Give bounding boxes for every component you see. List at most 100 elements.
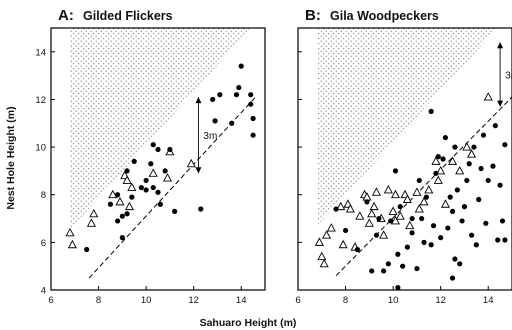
data-point-circle — [155, 189, 161, 195]
x-tick-label: 14 — [236, 295, 247, 306]
annotation-arrowhead-up — [497, 42, 504, 49]
y-tick-label: 6 — [41, 238, 46, 249]
data-point-triangle — [436, 165, 446, 175]
data-point-circle — [373, 232, 380, 238]
data-point-circle — [248, 92, 254, 98]
annotation-arrowhead-up — [195, 97, 202, 104]
data-point-circle — [119, 213, 125, 219]
data-point-triangle — [402, 194, 412, 203]
data-point-circle — [423, 194, 429, 200]
data-point-circle — [150, 184, 156, 191]
data-point-circle — [157, 201, 163, 207]
data-point-circle — [428, 108, 434, 114]
data-point-circle — [217, 92, 223, 98]
data-point-circle — [150, 142, 156, 148]
data-point-circle — [131, 158, 137, 164]
data-point-triangle — [355, 211, 365, 220]
data-point-circle — [478, 165, 484, 172]
panel-b-title: Gila Woodpeckers — [330, 9, 439, 23]
data-point-triangle — [314, 237, 324, 246]
data-point-circle — [233, 92, 240, 98]
data-point-circle — [238, 63, 244, 69]
x-tick-label: 8 — [343, 295, 348, 306]
data-point-circle — [364, 199, 370, 205]
data-point-triangle — [467, 149, 477, 158]
data-point-triangle — [405, 220, 415, 230]
data-point-circle — [492, 123, 498, 129]
data-point-circle — [438, 235, 444, 241]
data-point-triangle — [371, 187, 382, 196]
x-tick-label: 8 — [96, 295, 101, 306]
data-point-circle — [480, 132, 487, 138]
data-point-triangle — [440, 199, 450, 208]
y-tick-label: 10 — [35, 143, 46, 154]
data-point-circle — [502, 142, 508, 148]
data-point-triangle — [124, 201, 135, 211]
data-point-circle — [464, 177, 470, 184]
data-point-circle — [148, 161, 154, 167]
data-point-circle — [409, 215, 415, 222]
data-point-triangle — [364, 218, 374, 227]
data-point-circle — [428, 242, 434, 248]
reference-line — [335, 96, 512, 277]
data-point-circle — [236, 84, 242, 91]
panel-a-letter: A: — [58, 7, 74, 24]
data-point-circle — [461, 204, 468, 210]
reference-line — [88, 96, 256, 279]
annotation-arrowhead-down — [497, 100, 504, 107]
y-tick-label: 14 — [35, 47, 46, 58]
data-point-circle — [124, 211, 130, 217]
data-point-circle — [119, 235, 125, 241]
data-point-circle — [250, 115, 256, 122]
data-point-circle — [143, 187, 149, 193]
data-point-circle — [229, 120, 235, 126]
data-point-circle — [435, 154, 441, 160]
data-point-triangle — [65, 227, 75, 237]
data-point-circle — [454, 187, 460, 193]
plot-frame — [297, 27, 512, 291]
data-point-circle — [198, 206, 204, 212]
data-point-circle — [250, 132, 256, 138]
panel-a-title: Gilded Flickers — [83, 9, 173, 23]
data-point-circle — [354, 246, 361, 253]
data-point-triangle — [127, 182, 137, 192]
panel-gila-woodpeckers: B: Gila Woodpeckers 6 8 10 12 14 3m — [295, 7, 512, 306]
data-point-triangle — [89, 208, 99, 218]
data-point-triangle — [319, 258, 329, 268]
annotation-3m-label: 3m — [203, 131, 217, 142]
y-tick-label: 4 — [41, 286, 46, 297]
annotation-arrowhead-down — [195, 167, 202, 174]
data-point-triangle — [367, 208, 377, 218]
data-point-triangle — [338, 239, 348, 249]
plot-frame — [50, 27, 266, 291]
data-point-circle — [107, 201, 114, 207]
data-point-circle — [400, 263, 406, 269]
data-point-triangle — [390, 189, 401, 199]
data-point-triangle — [419, 196, 429, 206]
data-point-triangle — [148, 168, 158, 177]
data-point-circle — [421, 239, 427, 245]
x-tick-label: 6 — [295, 295, 300, 306]
data-point-triangle — [431, 156, 441, 165]
data-point-triangle — [379, 230, 389, 239]
data-point-circle — [124, 168, 130, 174]
data-point-circle — [471, 144, 477, 150]
data-point-triangle — [447, 156, 458, 165]
data-point-triangle — [390, 215, 401, 225]
data-point-triangle — [414, 204, 424, 213]
data-point-triangle — [321, 230, 332, 239]
data-point-circle — [490, 163, 496, 169]
data-point-circle — [129, 194, 135, 200]
data-point-triangle — [388, 206, 398, 215]
data-point-circle — [442, 134, 449, 141]
x-tick-label: 10 — [141, 295, 152, 306]
data-point-circle — [452, 144, 458, 150]
data-point-circle — [468, 232, 475, 238]
data-point-circle — [433, 170, 439, 176]
y-axis-label: Nest Hole Height (m) — [5, 106, 17, 209]
data-point-circle — [114, 192, 121, 198]
data-point-circle — [499, 218, 506, 224]
data-point-triangle — [336, 201, 346, 211]
